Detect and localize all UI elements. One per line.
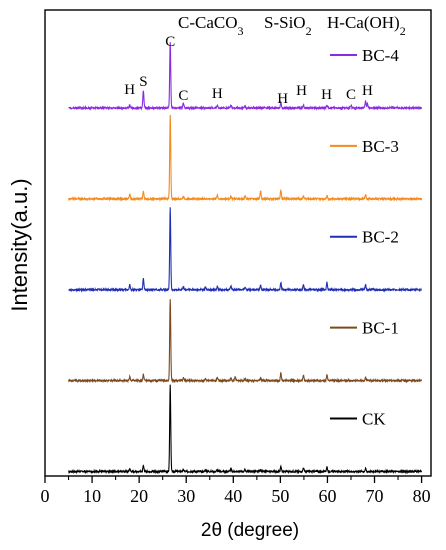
peak-annotation: H (277, 91, 288, 107)
phase-legend: C-CaCO3 S-SiO2 H-Ca(OH)2 (178, 13, 406, 38)
legend-label: BC-2 (362, 228, 399, 247)
legend-layer: CK BC-1 BC-2 BC-3 BC-4 (330, 46, 399, 428)
phase-legend-item: S-SiO2 (264, 13, 312, 38)
peak-annotation: S (139, 74, 147, 90)
series-line-bc-2 (68, 207, 423, 293)
x-tick-label: 50 (271, 486, 289, 506)
peak-annotation: H (362, 83, 373, 99)
x-tick-label: 60 (318, 486, 336, 506)
x-tick-label: 10 (83, 486, 101, 506)
x-axis-label: 2θ (degree) (201, 520, 299, 541)
legend-label: BC-1 (362, 319, 399, 338)
series-layer (67, 42, 423, 475)
peak-annotation: H (296, 83, 307, 99)
x-tick-label: 70 (366, 486, 384, 506)
plot-frame (44, 9, 432, 477)
peak-annotation: C (346, 87, 356, 103)
peak-annotation: C (165, 34, 175, 50)
x-tick-label: 0 (41, 486, 50, 506)
plot-border (44, 9, 432, 477)
phase-legend-item: C-CaCO3 (178, 13, 244, 38)
x-tick-label: 30 (177, 486, 195, 506)
series-line-bc-1 (68, 299, 423, 384)
series-line-ck (68, 384, 423, 475)
peak-annotation: H (124, 82, 135, 98)
peak-annotation: H (212, 86, 223, 102)
annotation-layer: H SCC H H H H C H (124, 34, 373, 107)
axis-layer: 0 10 20 30 40 50 60 70 80 (41, 476, 431, 506)
peak-annotation: H (321, 87, 332, 103)
legend-label: CK (362, 409, 386, 428)
phase-legend-item: H-Ca(OH)2 (327, 13, 406, 38)
series-line-bc-4 (68, 42, 423, 111)
x-tick-label: 80 (413, 486, 431, 506)
y-axis-label: Intensity(a.u.) (7, 178, 32, 311)
legend-label: BC-3 (362, 137, 399, 156)
x-tick-label: 40 (224, 486, 242, 506)
peak-annotation: C (178, 88, 188, 104)
series-line-bc-3 (67, 114, 423, 202)
legend-label: BC-4 (362, 46, 399, 65)
x-tick-label: 20 (130, 486, 148, 506)
